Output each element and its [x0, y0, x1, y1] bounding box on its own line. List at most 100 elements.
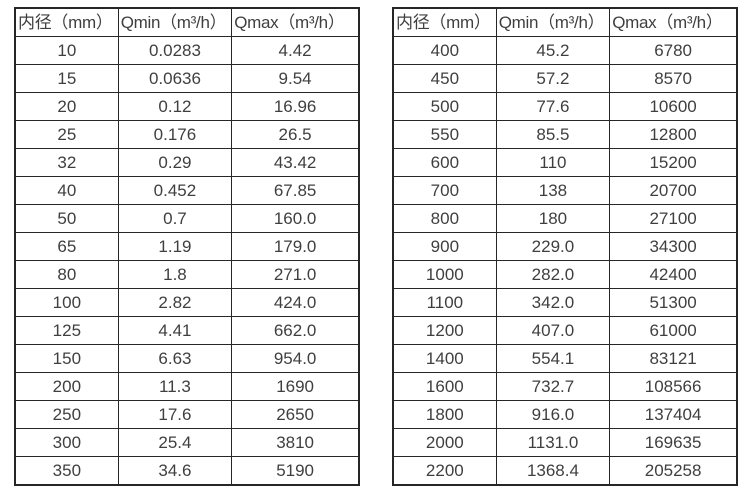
table-cell: 1800 [392, 400, 497, 429]
table-cell: 160.0 [231, 204, 360, 233]
table-cell: 27100 [609, 204, 738, 233]
header-qmax: Qmax（m³/h） [609, 7, 738, 37]
table-cell: 17.6 [117, 400, 233, 429]
table-cell: 250 [14, 400, 119, 429]
table-row: 1400 554.1 83121 [392, 344, 738, 373]
table-cell: 11.3 [117, 372, 233, 401]
table-cell: 554.1 [495, 344, 611, 373]
table-row: 125 4.41 662.0 [14, 316, 360, 345]
table-row: 400 45.2 6780 [392, 36, 738, 65]
table-row: 150 6.63 954.0 [14, 344, 360, 373]
table-cell: 77.6 [495, 92, 611, 121]
table-cell: 2.82 [117, 288, 233, 317]
table-cell: 600 [392, 148, 497, 177]
table-row: 200 11.3 1690 [14, 372, 360, 401]
table-cell: 34300 [609, 232, 738, 261]
table-row: 50 0.7 160.0 [14, 204, 360, 233]
table-row: 600 110 15200 [392, 148, 738, 177]
table-row: 20 0.12 16.96 [14, 92, 360, 121]
table-cell: 179.0 [231, 232, 360, 261]
table-cell: 138 [495, 176, 611, 205]
table-cell: 282.0 [495, 260, 611, 289]
table-cell: 4.41 [117, 316, 233, 345]
table-cell: 1000 [392, 260, 497, 289]
table-cell: 42400 [609, 260, 738, 289]
table-row: 1200 407.0 61000 [392, 316, 738, 345]
table-cell: 83121 [609, 344, 738, 373]
table-row: 800 180 27100 [392, 204, 738, 233]
table-cell: 0.0636 [117, 64, 233, 93]
table-row: 65 1.19 179.0 [14, 232, 360, 261]
table-row: 500 77.6 10600 [392, 92, 738, 121]
table-cell: 20 [14, 92, 119, 121]
table-row: 550 85.5 12800 [392, 120, 738, 149]
table-cell: 271.0 [231, 260, 360, 289]
table-cell: 6780 [609, 36, 738, 65]
table-cell: 700 [392, 176, 497, 205]
table-cell: 662.0 [231, 316, 360, 345]
table-cell: 0.29 [117, 148, 233, 177]
table-header-row: 内径（mm） Qmin（m³/h） Qmax（m³/h） [392, 7, 738, 37]
table-cell: 12800 [609, 120, 738, 149]
flow-range-table-left: 内径（mm） Qmin（m³/h） Qmax（m³/h） 10 0.0283 4.4… [14, 7, 360, 486]
table-row: 700 138 20700 [392, 176, 738, 205]
flow-range-table-right: 内径（mm） Qmin（m³/h） Qmax（m³/h） 400 45.2 6780… [392, 7, 738, 486]
table-cell: 32 [14, 148, 119, 177]
table-row: 450 57.2 8570 [392, 64, 738, 93]
table-cell: 1690 [231, 372, 360, 401]
table-cell: 169635 [609, 428, 738, 457]
table-cell: 407.0 [495, 316, 611, 345]
table-row: 100 2.82 424.0 [14, 288, 360, 317]
table-row: 32 0.29 43.42 [14, 148, 360, 177]
table-cell: 10 [14, 36, 119, 65]
table-cell: 900 [392, 232, 497, 261]
table-cell: 85.5 [495, 120, 611, 149]
table-cell: 50 [14, 204, 119, 233]
header-inner-diameter: 内径（mm） [14, 7, 119, 37]
table-cell: 800 [392, 204, 497, 233]
header-inner-diameter: 内径（mm） [392, 7, 497, 37]
table-cell: 150 [14, 344, 119, 373]
table-cell: 450 [392, 64, 497, 93]
table-cell: 57.2 [495, 64, 611, 93]
table-cell: 1200 [392, 316, 497, 345]
table-cell: 61000 [609, 316, 738, 345]
table-cell: 26.5 [231, 120, 360, 149]
table-cell: 9.54 [231, 64, 360, 93]
table-cell: 34.6 [117, 456, 233, 486]
table-cell: 500 [392, 92, 497, 121]
table-cell: 80 [14, 260, 119, 289]
table-cell: 1.8 [117, 260, 233, 289]
table-cell: 350 [14, 456, 119, 486]
table-cell: 137404 [609, 400, 738, 429]
table-row: 2200 1368.4 205258 [392, 456, 738, 486]
table-cell: 400 [392, 36, 497, 65]
table-cell: 125 [14, 316, 119, 345]
table-cell: 51300 [609, 288, 738, 317]
table-row: 40 0.452 67.85 [14, 176, 360, 205]
table-cell: 16.96 [231, 92, 360, 121]
table-cell: 5190 [231, 456, 360, 486]
table-cell: 10600 [609, 92, 738, 121]
table-cell: 20700 [609, 176, 738, 205]
table-cell: 550 [392, 120, 497, 149]
table-cell: 916.0 [495, 400, 611, 429]
header-qmin: Qmin（m³/h） [495, 7, 611, 37]
table-cell: 300 [14, 428, 119, 457]
table-row: 350 34.6 5190 [14, 456, 360, 486]
table-row: 1100 342.0 51300 [392, 288, 738, 317]
table-cell: 229.0 [495, 232, 611, 261]
table-body: 400 45.2 6780 450 57.2 8570 500 77.6 10600 550 85.… [392, 36, 738, 486]
table-row: 10 0.0283 4.42 [14, 36, 360, 65]
table-cell: 2200 [392, 456, 497, 486]
table-row: 1000 282.0 42400 [392, 260, 738, 289]
table-cell: 40 [14, 176, 119, 205]
table-cell: 342.0 [495, 288, 611, 317]
table-cell: 15200 [609, 148, 738, 177]
table-row: 1600 732.7 108566 [392, 372, 738, 401]
table-cell: 200 [14, 372, 119, 401]
table-row: 15 0.0636 9.54 [14, 64, 360, 93]
tables-container: 内径（mm） Qmin（m³/h） Qmax（m³/h） 10 0.0283 4.4… [14, 7, 738, 486]
table-cell: 1400 [392, 344, 497, 373]
